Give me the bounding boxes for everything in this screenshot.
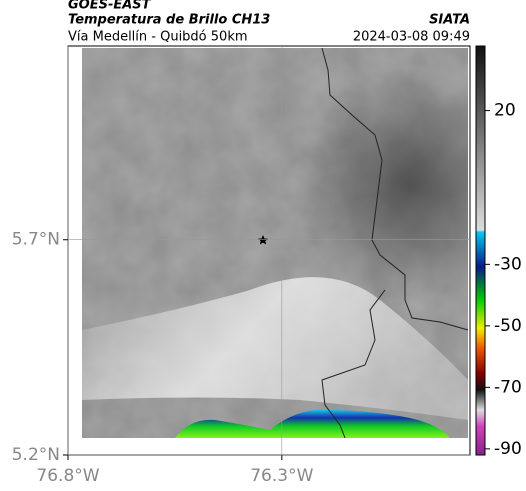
title: Temperatura de Brillo CH13 <box>68 13 270 28</box>
warm-swath <box>82 277 468 420</box>
y-tick-label: 5.7°N <box>12 230 60 250</box>
border <box>321 47 469 439</box>
x-tick-label: 76.8°W <box>36 466 99 486</box>
cloud-band <box>175 409 450 438</box>
colorbar-label: 20 <box>494 101 516 121</box>
colorbar-label: -50 <box>494 316 522 336</box>
map <box>67 45 471 456</box>
x-tick-label: 76.3°W <box>250 466 313 486</box>
route: Vía Medellín - Quibdó 50km <box>68 30 248 45</box>
timestamp: 2024-03-08 09:49 <box>353 30 470 45</box>
source: GOES-EAST <box>68 0 152 13</box>
colorbar-label: -30 <box>494 254 522 274</box>
brand: SIATA <box>429 13 470 28</box>
colorbar-label: -70 <box>494 377 522 397</box>
colorbar-label: -90 <box>494 439 522 459</box>
colorbar <box>475 45 486 456</box>
y-tick-label: 5.2°N <box>12 445 60 465</box>
